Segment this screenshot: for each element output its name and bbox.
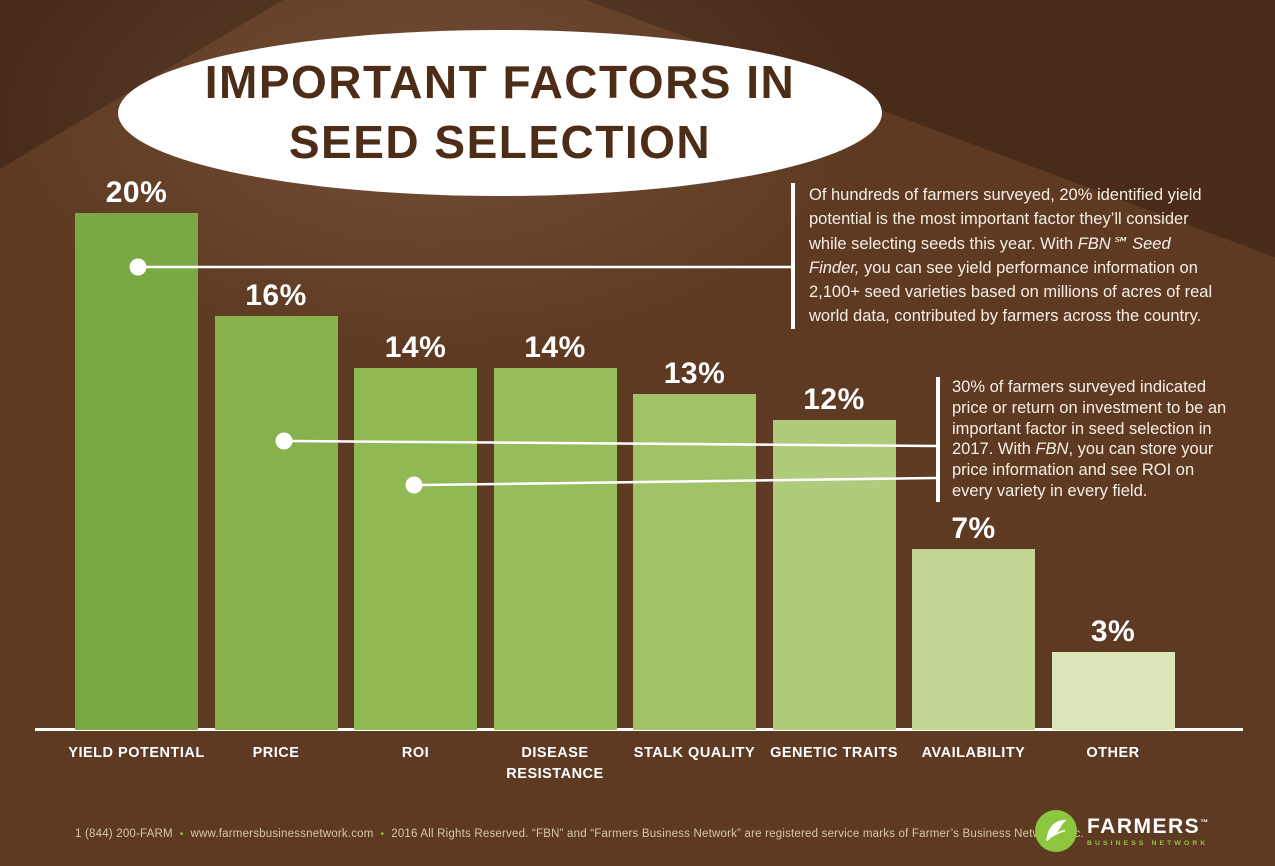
bar-stalk-quality (633, 394, 756, 730)
footer-separator: • (380, 829, 385, 840)
annotation-price-roi: 30% of farmers surveyed indicated price … (936, 377, 1228, 502)
logo-name: FARMERS (1087, 814, 1201, 838)
fbn-logo: FARMERS™ BUSINESS NETWORK (1034, 809, 1208, 853)
page-title-line-2: SEED SELECTION (288, 116, 712, 168)
trademark-symbol: ™ (1200, 817, 1209, 827)
bar-price (214, 316, 338, 730)
logo-text: FARMERS™ BUSINESS NETWORK (1087, 816, 1208, 847)
bar-availability (912, 549, 1035, 730)
bar-label-stalk-quality: STALK QUALITY (633, 745, 756, 761)
logo-subtitle: BUSINESS NETWORK (1087, 839, 1209, 847)
bar-value-price: 16% (245, 279, 307, 312)
bar-value-roi: 14% (384, 331, 447, 364)
footer-phone: 1 (844) 200-FARM (75, 828, 173, 840)
bar-value-stalk-quality: 13% (663, 357, 726, 390)
logo-wordmark: FARMERS™ (1087, 816, 1208, 837)
footer-copyright: 2016 All Rights Reserved. “FBN” and “Far… (391, 828, 1084, 840)
bar-label-other: OTHER (1086, 745, 1140, 761)
bar-value-other: 3% (1090, 615, 1136, 648)
bar-value-genetic-traits: 12% (803, 383, 865, 416)
annotation-price-roi-text: 30% of farmers surveyed indicated price … (952, 378, 1227, 500)
bar-roi (354, 368, 477, 730)
bar-label-disease-resistance: DISEASE RESISTANCE (506, 745, 604, 783)
annotation-yield-potential: Of hundreds of farmers surveyed, 20% ide… (791, 183, 1221, 329)
bar-other (1051, 652, 1175, 730)
seed-icon (1035, 810, 1077, 852)
bar-label-availability: AVAILABILITY (921, 745, 1026, 761)
bar-label-price: PRICE (252, 745, 300, 761)
bar-yield-potential (75, 213, 198, 730)
title-ellipse: IMPORTANT FACTORS IN SEED SELECTION (118, 30, 882, 196)
bar-label-genetic-traits: GENETIC TRAITS (770, 745, 898, 761)
bar-label-roi: ROI (401, 745, 430, 761)
bar-value-disease-resistance: 14% (524, 331, 586, 364)
footer: 1 (844) 200-FARM • www.farmersbusinessnetw… (75, 828, 1084, 840)
bar-genetic-traits (772, 420, 896, 730)
annotation-yield-text: Of hundreds of farmers surveyed, 20% ide… (809, 186, 1213, 326)
bar-disease-resistance (493, 368, 617, 730)
footer-separator: • (179, 829, 184, 840)
bar-label-yield-potential: YIELD POTENTIAL (68, 745, 205, 761)
footer-website: www.farmersbusinessnetwork.com (190, 828, 374, 840)
bar-value-availability: 7% (951, 512, 996, 545)
bar-value-yield-potential: 20% (105, 176, 168, 209)
page-title-line-1: IMPORTANT FACTORS IN (204, 56, 796, 109)
